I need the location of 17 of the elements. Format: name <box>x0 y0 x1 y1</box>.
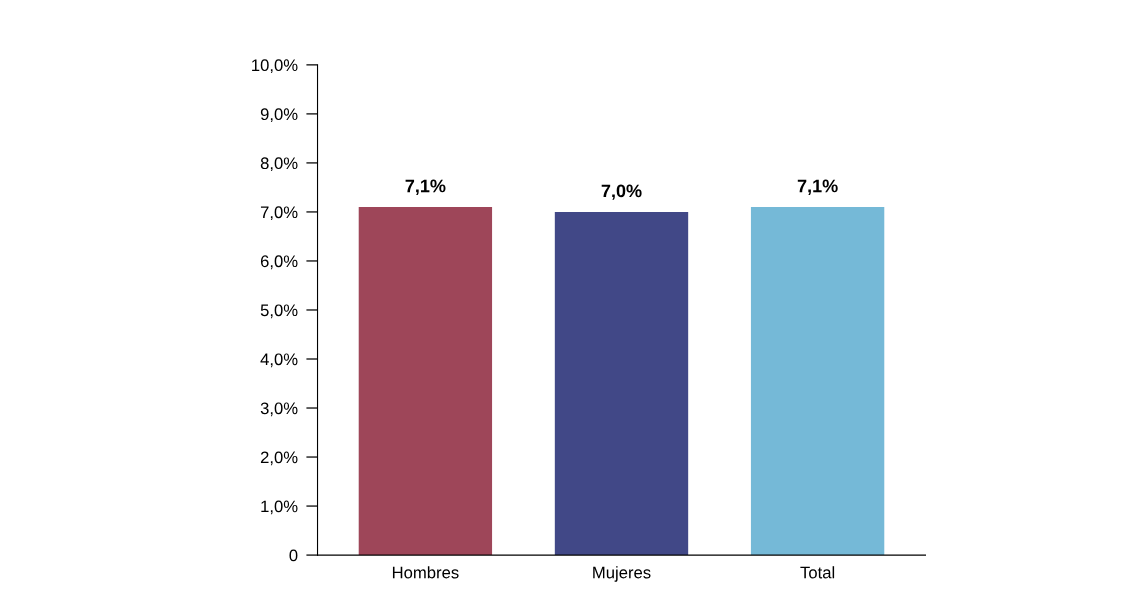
y-tick-label: 7,0% <box>260 206 298 221</box>
y-tick-label: 4,0% <box>260 353 298 368</box>
y-tick-label: 0 <box>289 549 298 562</box>
x-tick-label: Mujeres <box>593 566 651 582</box>
y-tick-label: 2,0% <box>260 451 298 466</box>
data-label: 7,1% <box>405 179 446 195</box>
x-tick-label: Hombres <box>392 566 459 579</box>
y-tick-label: 6,0% <box>260 255 298 270</box>
data-label: 7,1% <box>797 179 838 195</box>
y-tick-label: 8,0% <box>260 157 298 172</box>
y-tick-label: 5,0% <box>260 304 298 319</box>
x-tick-label: Total <box>800 566 835 579</box>
data-label: 7,0% <box>601 184 642 200</box>
y-tick-label: 3,0% <box>260 402 298 417</box>
y-tick-label: 10,0% <box>252 59 298 74</box>
y-tick-label: 9,0% <box>260 108 298 123</box>
y-tick-label: 1,0% <box>261 500 298 515</box>
